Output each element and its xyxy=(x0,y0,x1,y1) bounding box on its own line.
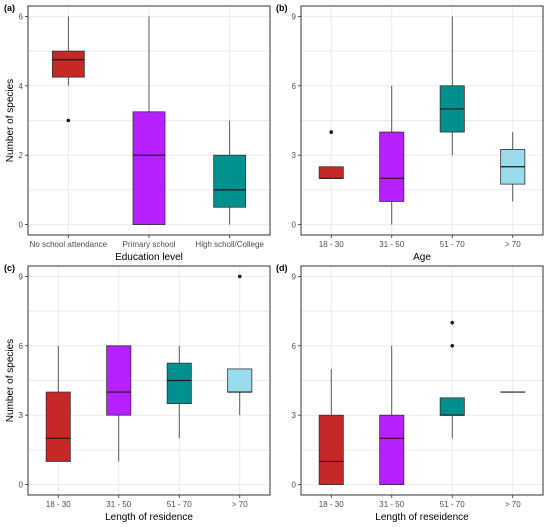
panel-3-ytick-label: 0 xyxy=(19,481,24,490)
panel-4-xtick-label: 18 - 30 xyxy=(319,500,344,509)
panel-2-outlier xyxy=(329,130,334,134)
panel-4-frame xyxy=(300,265,544,496)
panel-4-box xyxy=(318,414,344,485)
panel-3-box xyxy=(45,391,71,462)
panel-4-ytick-label: 3 xyxy=(292,411,297,420)
panel-2-box xyxy=(318,166,344,179)
panel-2-xtick-label: > 70 xyxy=(505,240,521,249)
panel-3-ytick-label: 6 xyxy=(19,342,24,351)
panel-1-outlier xyxy=(66,118,71,123)
panel-4-panel-label: (d) xyxy=(276,263,288,273)
panel-1-ylabel: Number of species xyxy=(5,79,16,162)
panel-4-ytick-label: 6 xyxy=(292,342,297,351)
panel-1-ytick-label: 6 xyxy=(19,12,24,21)
panel-1-box xyxy=(132,111,166,225)
panel-4-outlier xyxy=(450,320,455,325)
panel-4-xlabel: Length of reseidence xyxy=(375,512,469,523)
panel-3-ytick-label: 9 xyxy=(19,272,24,281)
panel-3-xtick-label: 18 - 30 xyxy=(46,500,71,509)
panel-4-xtick-label: > 70 xyxy=(505,500,521,509)
panel-1-panel-label: (a) xyxy=(4,3,15,13)
panel-3-xtick-label: 31 - 50 xyxy=(106,500,131,509)
panel-4-box xyxy=(379,414,405,485)
panel-1-ytick-label: 2 xyxy=(19,151,24,160)
panel-2-ytick-label: 6 xyxy=(292,82,297,91)
panel-4-outlier xyxy=(450,344,455,348)
panel-2-ytick-label: 9 xyxy=(292,12,297,21)
panel-1-box xyxy=(213,154,247,208)
panel-3-ylabel: Number of species xyxy=(5,339,16,422)
panel-4-box xyxy=(439,397,465,416)
panel-2-box xyxy=(379,131,405,202)
panel-2-xtick-label: 31 - 50 xyxy=(379,240,404,249)
panel-2-xlabel: Age xyxy=(413,252,431,263)
panel-2-xtick-label: 18 - 30 xyxy=(319,240,344,249)
panel-1-xlabel: Education level xyxy=(115,252,183,263)
panel-3-box xyxy=(106,345,132,416)
panel-3-ytick-label: 3 xyxy=(19,411,24,420)
panel-2-ytick-label: 0 xyxy=(292,221,297,230)
panel-3-xtick-label: > 70 xyxy=(232,500,248,509)
panel-3-xlabel: Length of residence xyxy=(105,512,193,523)
panel-1-ytick-label: 0 xyxy=(19,221,24,230)
panel-2-ytick-label: 3 xyxy=(292,151,297,160)
panel-3-outlier xyxy=(237,274,242,279)
panel-1-xtick-label: High scholl/College xyxy=(195,240,264,249)
panel-3-box xyxy=(227,368,253,393)
panel-4-xtick-label: 31 - 50 xyxy=(379,500,404,509)
panel-3-box xyxy=(166,362,192,405)
panel-3-frame xyxy=(27,265,271,496)
panel-4-ytick-label: 0 xyxy=(292,481,297,490)
panel-1-xtick-label: No school attendance xyxy=(30,240,108,249)
panel-1-ytick-label: 4 xyxy=(19,82,24,91)
panel-2-xtick-label: 51 - 70 xyxy=(440,240,465,249)
panel-2-frame xyxy=(300,5,544,236)
panel-3-xtick-label: 51 - 70 xyxy=(167,500,192,509)
panel-2-panel-label: (b) xyxy=(276,3,288,13)
panel-3-panel-label: (c) xyxy=(4,263,15,273)
panel-4-ytick-label: 9 xyxy=(292,272,297,281)
panel-1-box xyxy=(51,50,85,78)
panel-4-xtick-label: 51 - 70 xyxy=(440,500,465,509)
panel-1-xtick-label: Primary school xyxy=(123,240,176,249)
